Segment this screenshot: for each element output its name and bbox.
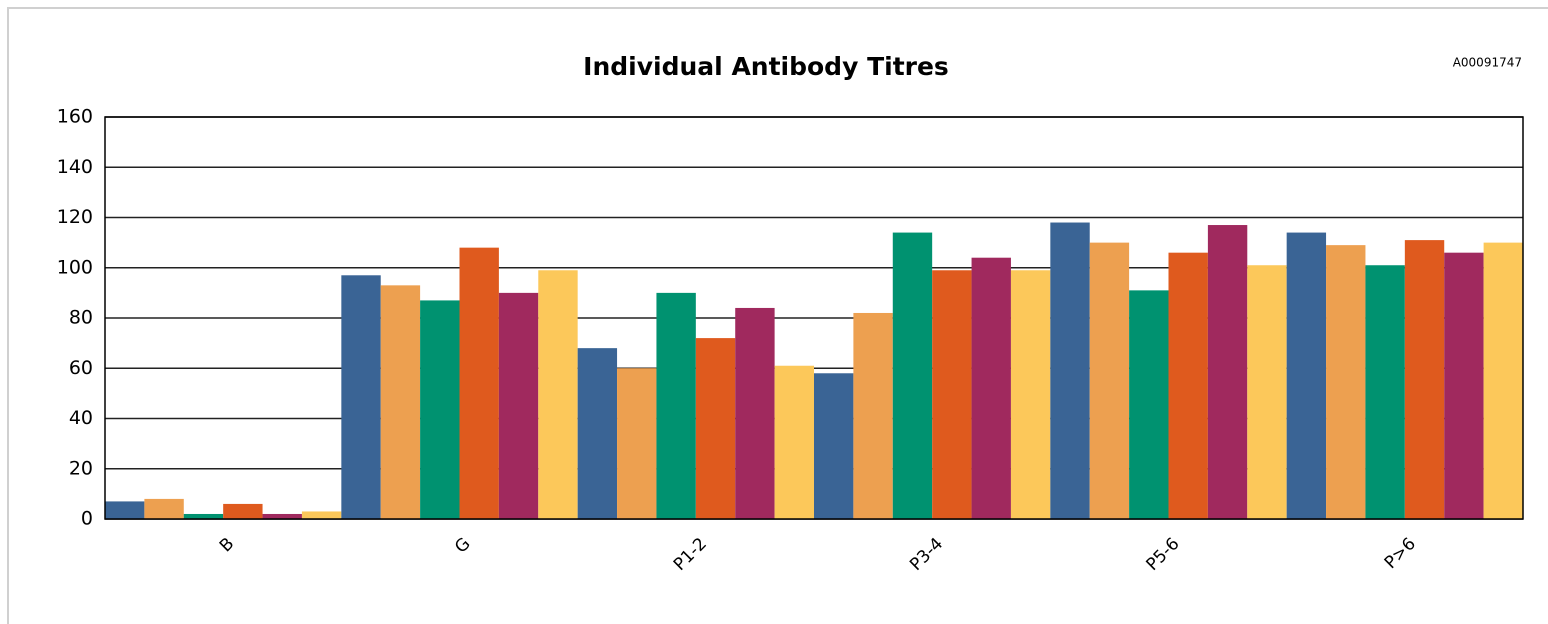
bar xyxy=(498,292,539,519)
y-tick-label: 20 xyxy=(69,457,93,479)
bar xyxy=(577,348,618,519)
bar xyxy=(1010,270,1051,519)
bar xyxy=(105,501,145,519)
bar xyxy=(774,365,814,519)
y-tick-label: 60 xyxy=(69,357,93,379)
bar xyxy=(814,373,854,519)
bar xyxy=(1050,222,1090,519)
chart-id: A00091747 xyxy=(1453,56,1522,70)
y-tick-label: 40 xyxy=(69,407,93,429)
bar xyxy=(1444,252,1484,520)
bar xyxy=(695,338,736,519)
y-tick-label: 80 xyxy=(69,307,93,329)
bar xyxy=(1326,245,1366,519)
bar xyxy=(1089,242,1130,519)
bar xyxy=(183,513,224,519)
bar xyxy=(262,513,302,519)
chart-title: Individual Antibody Titres xyxy=(583,52,949,81)
bar xyxy=(1404,240,1445,520)
y-tick-label: 120 xyxy=(57,206,93,228)
bar xyxy=(380,285,421,519)
bar xyxy=(1483,242,1523,519)
bar xyxy=(223,503,263,519)
bar xyxy=(538,270,578,519)
bar xyxy=(1207,225,1248,519)
y-tick-label: 140 xyxy=(57,156,93,178)
bar xyxy=(892,232,933,519)
bar xyxy=(1286,232,1327,519)
bar xyxy=(971,257,1011,519)
bar xyxy=(932,270,972,519)
bar xyxy=(341,275,381,519)
bar xyxy=(735,307,775,519)
y-tick-label: 160 xyxy=(57,106,93,128)
bar xyxy=(301,511,342,519)
y-tick-label: 100 xyxy=(57,256,93,278)
bar xyxy=(656,292,696,519)
bar xyxy=(1247,265,1287,519)
bar xyxy=(420,300,460,519)
bar xyxy=(459,247,499,519)
bar xyxy=(853,312,893,519)
bar xyxy=(144,498,184,519)
bar xyxy=(1129,290,1169,519)
plot-border xyxy=(104,116,1524,520)
bar xyxy=(617,368,657,519)
bar xyxy=(1365,265,1405,519)
bar xyxy=(1168,252,1208,520)
y-tick-label: 0 xyxy=(81,508,93,530)
